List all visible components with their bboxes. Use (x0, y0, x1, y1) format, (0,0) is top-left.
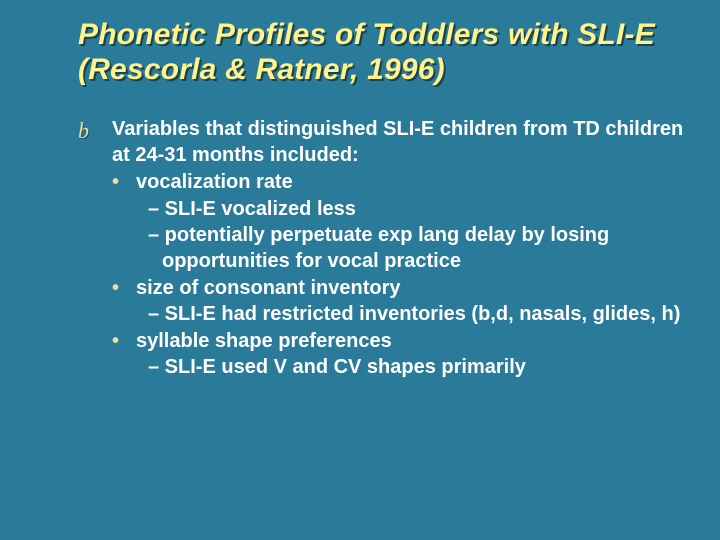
bullet-text: – SLI-E vocalized less (148, 198, 356, 220)
bullet-level3: – SLI-E had restricted inventories (b,d,… (136, 302, 702, 328)
bullet-level1: Variables that distinguished SLI-E child… (78, 117, 702, 168)
bullet-text: – SLI-E had restricted inventories (b,d,… (148, 303, 680, 325)
slide-body: Variables that distinguished SLI-E child… (78, 117, 702, 381)
bullet-level3: – potentially perpetuate exp lang delay … (136, 223, 702, 274)
bullet-level3: – SLI-E vocalized less (136, 197, 702, 223)
slide: Phonetic Profiles of Toddlers with SLI-E… (0, 0, 720, 540)
bullet-level3: – SLI-E used V and CV shapes primarily (136, 355, 702, 381)
bullet-text: – SLI-E used V and CV shapes primarily (148, 356, 526, 378)
bullet-level2: syllable shape preferences (106, 329, 702, 355)
bullet-text: – potentially perpetuate exp lang delay … (148, 224, 609, 272)
bullet-level2: size of consonant inventory (106, 276, 702, 302)
slide-title: Phonetic Profiles of Toddlers with SLI-E… (78, 18, 702, 87)
bullet-level2: vocalization rate (106, 170, 702, 196)
